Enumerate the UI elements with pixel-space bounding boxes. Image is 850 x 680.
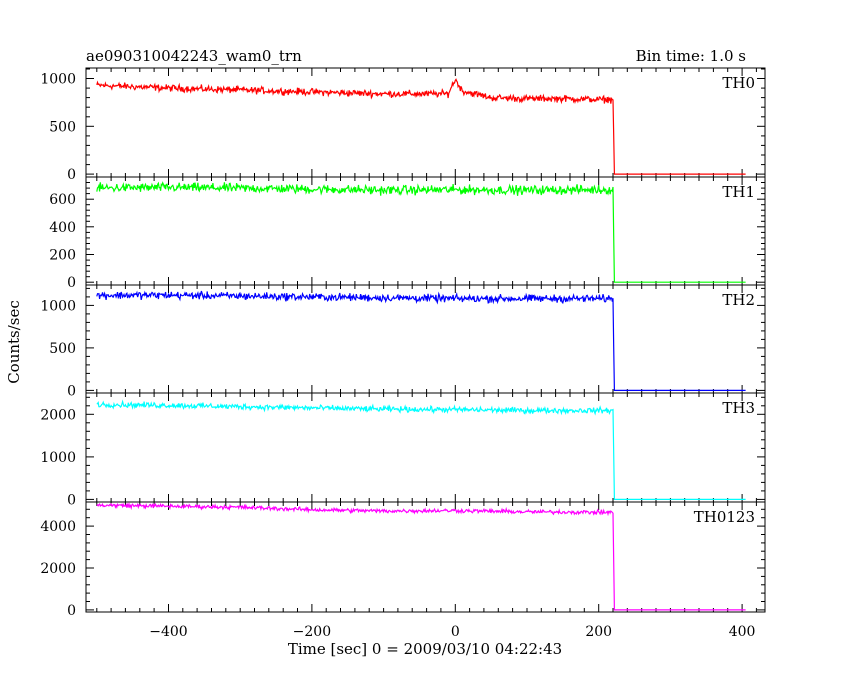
y-tick-label: 500 [49, 119, 76, 135]
panel-label-th3: TH3 [722, 399, 755, 417]
x-tick-label: 0 [451, 624, 460, 640]
panel-frame-th2 [85, 284, 766, 394]
series-line-th1 [96, 181, 746, 283]
panel-label-th2: TH2 [722, 291, 755, 309]
y-tick-label: 400 [49, 220, 76, 236]
y-tick-label: 1000 [40, 298, 76, 314]
panel-frame-th0 [85, 67, 766, 178]
y-tick-label: 600 [49, 192, 76, 208]
y-tick-label: 2000 [40, 407, 76, 423]
y-tick-label: 1000 [40, 72, 76, 88]
y-tick-label: 0 [67, 167, 76, 183]
y-tick-label: 4000 [40, 519, 76, 535]
y-tick-label: 2000 [40, 561, 76, 577]
y-tick-label: 200 [49, 248, 76, 264]
panel-label-th0: TH0 [722, 74, 755, 92]
x-tick-label: 200 [585, 624, 612, 640]
panel-frame-th0123 [85, 501, 766, 613]
y-tick-label: 0 [67, 275, 76, 291]
series-line-th0 [96, 78, 746, 175]
y-tick-label: 500 [49, 341, 76, 357]
series-line-th2 [96, 290, 746, 391]
y-tick-label: 1000 [40, 450, 76, 466]
panel-label-th0123: TH0123 [694, 508, 755, 526]
panel-frame-th1 [85, 176, 766, 286]
y-tick-label: 0 [67, 603, 76, 619]
bin-time-label: Bin time: 1.0 s [636, 47, 746, 65]
x-tick-label: 400 [729, 624, 756, 640]
y-tick-label: 0 [67, 383, 76, 399]
series-line-th3 [96, 399, 746, 500]
panels-group: 0 500 1000 TH0 0 200 400 600 TH1 0 500 1000 TH2 0 1000… [40, 67, 766, 640]
y-axis-label: Counts/sec [5, 300, 23, 384]
chart-title: ae090310042243_wam0_trn [86, 47, 302, 65]
series-line-th0123 [96, 501, 746, 611]
x-tick-label: −200 [293, 624, 331, 640]
panel-label-th1: TH1 [722, 183, 755, 201]
x-axis-label: Time [sec] 0 = 2009/03/10 04:22:43 [288, 640, 562, 658]
x-tick-label: −400 [149, 624, 187, 640]
y-tick-label: 0 [67, 492, 76, 508]
